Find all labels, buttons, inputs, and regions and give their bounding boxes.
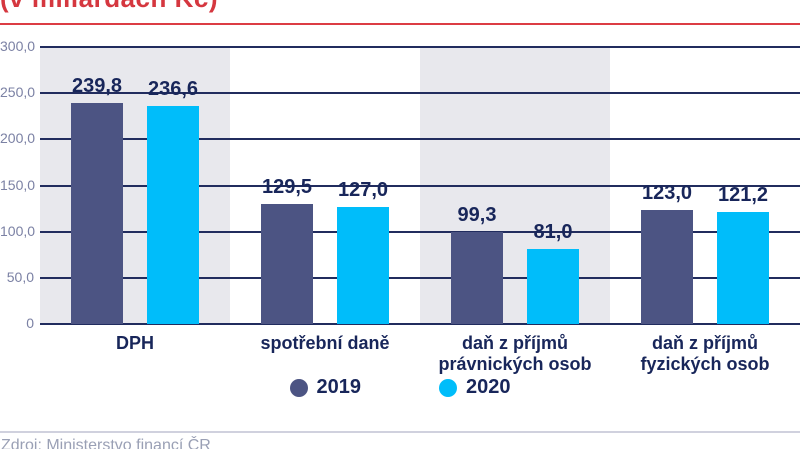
gridline xyxy=(40,46,800,48)
bar-chart-plot: 300,0 250,0 200,0 150,0 100,0 50,0 0 239,8 129,5… xyxy=(0,38,800,374)
bar-2019 xyxy=(71,102,123,324)
chart-legend: 2019 2020 xyxy=(0,376,800,399)
bar-2019 xyxy=(641,210,693,324)
bar-2020 xyxy=(147,105,199,324)
y-tick-label: 150,0 xyxy=(0,176,36,193)
gridline xyxy=(40,92,800,95)
legend-item-2019: 2019 xyxy=(289,376,362,399)
legend-label: 2020 xyxy=(466,376,511,398)
title-divider xyxy=(0,23,800,25)
footer-divider xyxy=(0,431,800,433)
bar-value-label: 129,5 xyxy=(261,176,313,199)
bar-value-label: 81,0 xyxy=(533,221,573,244)
bar-value-label: 236,6 xyxy=(147,77,199,100)
category-label: daň z příjmů právnických osob xyxy=(438,333,592,374)
chart-title: (v miliardách Kč) xyxy=(0,0,218,14)
bar-value-label: 239,8 xyxy=(71,74,123,97)
y-tick-label: 100,0 xyxy=(0,222,36,239)
bar-value-label: 127,0 xyxy=(337,178,389,201)
y-tick-label: 300,0 xyxy=(0,38,36,54)
legend-label: 2019 xyxy=(316,376,362,398)
legend-dot xyxy=(439,378,457,397)
legend-item-2020: 2020 xyxy=(439,376,511,399)
bar-2019 xyxy=(261,204,313,324)
bar-2020 xyxy=(717,212,769,324)
gridline xyxy=(40,138,800,141)
category-label: spotřební daně xyxy=(260,333,390,353)
y-tick-label: 200,0 xyxy=(0,130,36,147)
bar-value-label: 121,2 xyxy=(717,184,769,207)
bar-2020 xyxy=(527,249,579,324)
gridline xyxy=(40,276,800,279)
gridline xyxy=(40,230,800,233)
legend-dot xyxy=(289,378,308,397)
bar-value-label: 99,3 xyxy=(457,204,497,227)
source-note: Zdroj: Ministerstvo financí ČR xyxy=(1,437,211,449)
gridline xyxy=(40,184,800,187)
y-tick-label: 50,0 xyxy=(6,268,34,285)
y-tick-label: 250,0 xyxy=(0,84,36,101)
y-tick-label: 0 xyxy=(26,315,34,331)
bar-2019 xyxy=(451,232,503,324)
bar-value-label: 123,0 xyxy=(641,182,693,205)
bar-2020 xyxy=(337,206,389,324)
category-label: DPH xyxy=(115,333,154,353)
gridline xyxy=(40,323,800,325)
category-label: daň z příjmů fyzických osob xyxy=(640,333,770,374)
